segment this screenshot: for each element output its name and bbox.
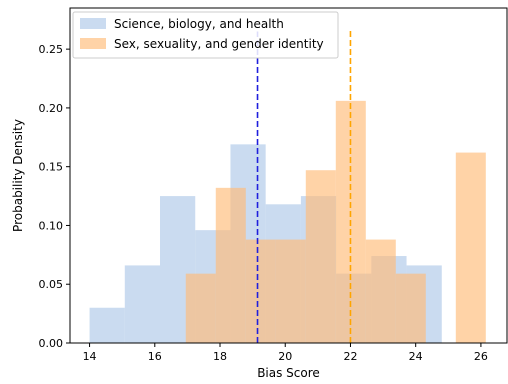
bar: [215, 187, 246, 343]
y-tick-label: 0.20: [39, 102, 64, 115]
x-tick-label: 24: [409, 350, 423, 363]
plot-frame: [69, 7, 508, 344]
legend-swatch-sex: [80, 38, 106, 49]
bar: [89, 307, 125, 343]
y-tick-label: 0.15: [39, 161, 64, 174]
bars-layer: [89, 100, 486, 343]
bar: [124, 265, 161, 343]
y-tick-label: 0.00: [39, 337, 64, 350]
legend-label-sex: Sex, sexuality, and gender identity: [114, 37, 324, 51]
x-tick-label: 22: [343, 350, 357, 363]
bar: [365, 239, 396, 343]
x-axis-ticks: 14 16 18 20 22 24 26: [83, 343, 488, 363]
x-tick-label: 18: [213, 350, 227, 363]
legend-swatch-science: [80, 18, 106, 29]
legend: Science, biology, and health Sex, sexual…: [72, 11, 339, 59]
x-axis-label: Bias Score: [257, 366, 320, 379]
legend-label-science: Science, biology, and health: [114, 17, 284, 31]
y-tick-label: 0.05: [39, 278, 64, 291]
vlines-layer: [256, 27, 352, 343]
bar: [245, 239, 276, 343]
x-tick-label: 26: [474, 350, 488, 363]
legend-box: [72, 11, 339, 59]
bar: [455, 152, 486, 343]
y-axis-ticks: 0.00 0.05 0.10 0.15 0.20 0.25: [39, 43, 70, 350]
x-tick-label: 16: [148, 350, 162, 363]
bar: [395, 273, 426, 343]
bar: [185, 273, 216, 343]
y-tick-label: 0.25: [39, 43, 64, 56]
x-tick-label: 14: [83, 350, 97, 363]
bar: [275, 239, 306, 343]
y-axis-label: Probability Density: [11, 119, 25, 232]
x-tick-label: 20: [278, 350, 292, 363]
y-tick-label: 0.10: [39, 219, 64, 232]
bar: [305, 170, 336, 343]
